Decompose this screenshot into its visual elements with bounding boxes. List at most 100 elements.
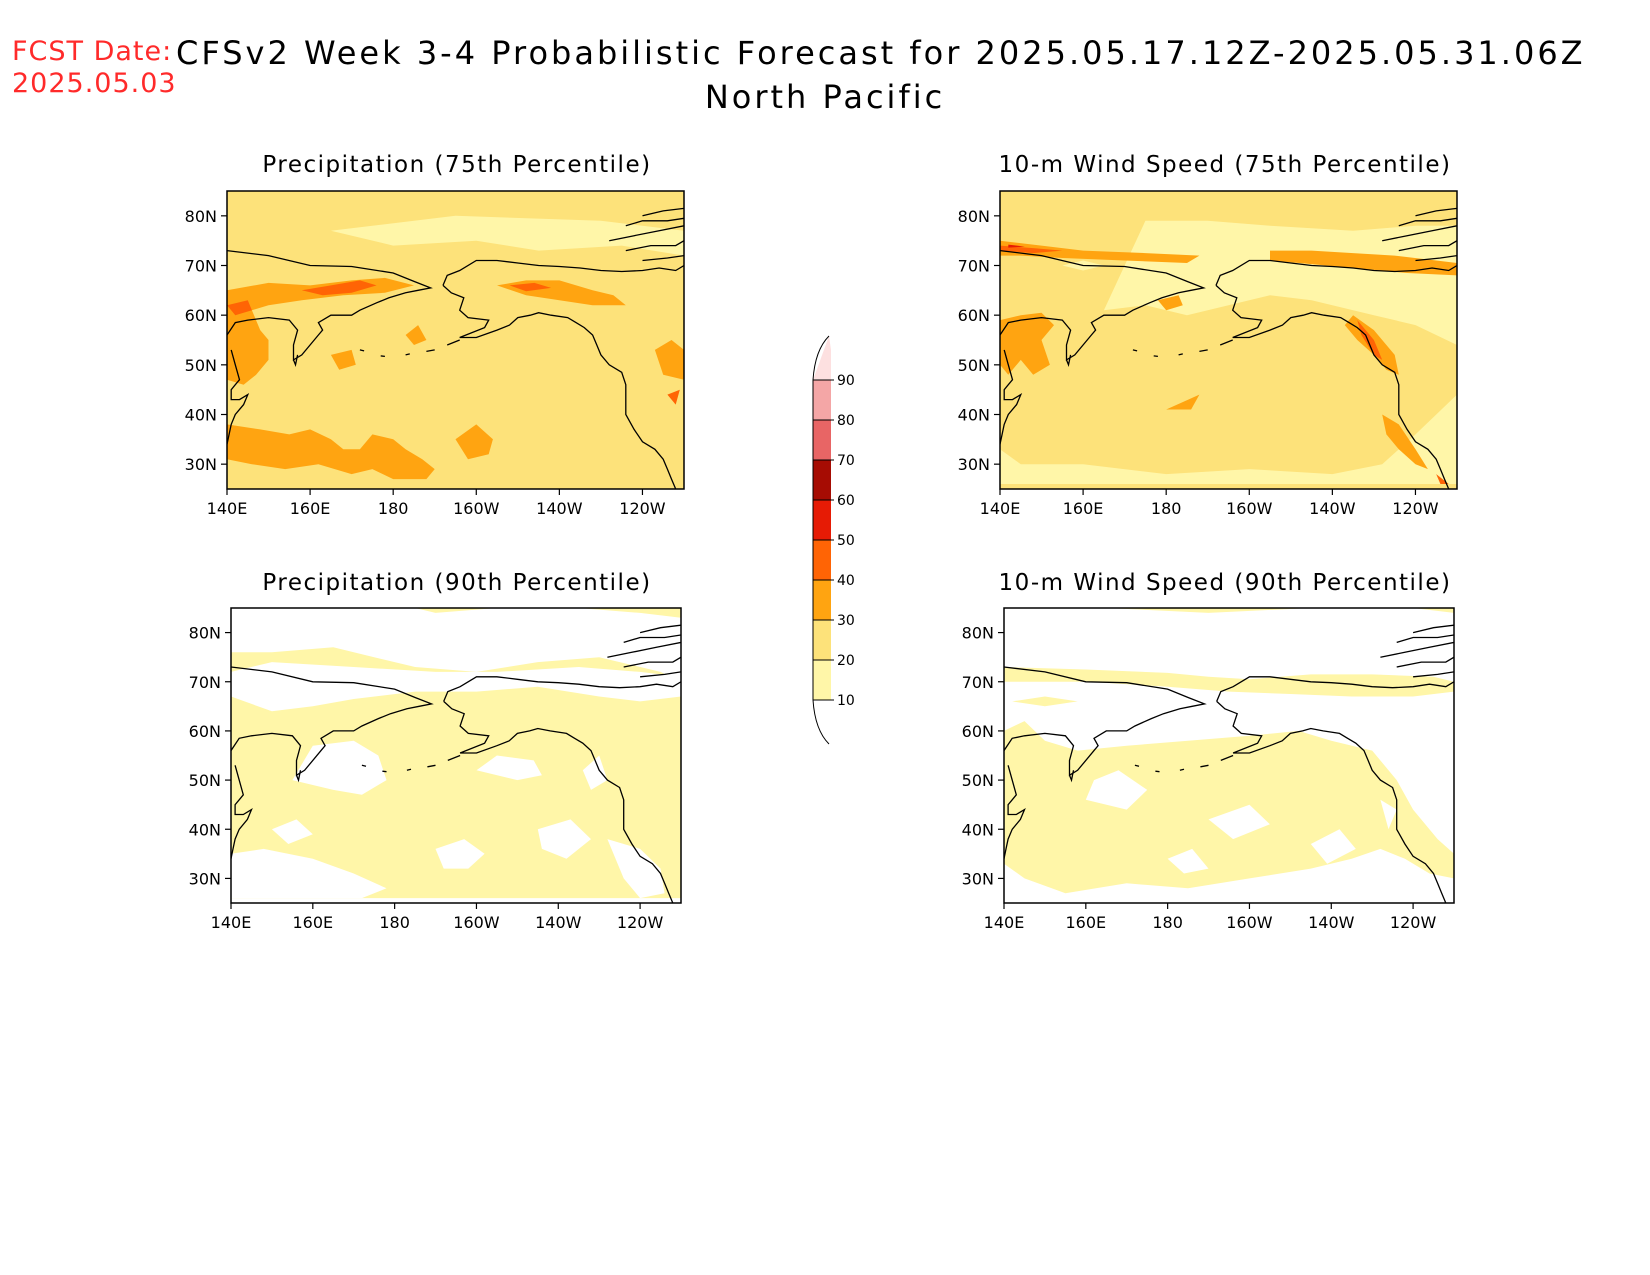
lon-tick-label: 160E bbox=[1065, 913, 1106, 932]
coastline bbox=[625, 240, 684, 252]
contour-region bbox=[435, 839, 485, 869]
contour-fills bbox=[231, 608, 681, 903]
contour-region bbox=[1000, 240, 1200, 263]
lat-tick-label: 40N bbox=[185, 406, 217, 425]
lat-tick-label: 50N bbox=[189, 771, 221, 790]
lat-tick-label: 40N bbox=[958, 406, 990, 425]
contour-region bbox=[1008, 244, 1025, 248]
panel-title-wind-75: 10-m Wind Speed (75th Percentile) bbox=[998, 152, 1452, 178]
colorbar-label: 20 bbox=[837, 653, 855, 669]
coastline bbox=[1153, 355, 1158, 358]
coastline bbox=[1178, 353, 1183, 356]
coastline bbox=[405, 353, 410, 356]
colorbar-swatch bbox=[813, 420, 831, 460]
map-frame bbox=[1003, 607, 1455, 904]
panel-title-precip-90: Precipitation (90th Percentile) bbox=[262, 570, 652, 596]
coastline bbox=[1380, 641, 1454, 658]
coastline bbox=[1179, 768, 1185, 771]
contour-region bbox=[1106, 608, 1454, 613]
lat-tick-label: 60N bbox=[189, 722, 221, 741]
lat-tick-label: 80N bbox=[189, 624, 221, 643]
map-frame bbox=[230, 607, 682, 904]
coastline bbox=[1068, 770, 1075, 783]
contour-region bbox=[1012, 696, 1078, 707]
colorbar-cap-top bbox=[813, 336, 831, 380]
contour-region bbox=[1004, 667, 1454, 697]
lat-tick-label: 60N bbox=[185, 306, 217, 325]
contour-region bbox=[1270, 250, 1457, 276]
lon-tick-label: 140E bbox=[211, 913, 252, 932]
map-precip-75: 140E 160E 180 160W 140W 120W 80N 70N 60N 50N 40N 30… bbox=[185, 190, 685, 518]
lat-tick-label: 40N bbox=[962, 820, 994, 839]
colorbar-label: 70 bbox=[837, 453, 855, 469]
lon-tick-label: 120W bbox=[1390, 913, 1437, 932]
lon-tick-label: 120W bbox=[1392, 499, 1439, 518]
lat-tick-label: 70N bbox=[189, 673, 221, 692]
coastline bbox=[295, 770, 302, 783]
coastline bbox=[1000, 249, 1206, 362]
colorbar-label: 10 bbox=[837, 693, 855, 709]
coastline bbox=[382, 770, 387, 773]
map-frame bbox=[999, 190, 1458, 490]
coastline bbox=[426, 349, 435, 353]
lon-tick-label: 180 bbox=[1152, 913, 1183, 932]
contour-region bbox=[476, 755, 542, 781]
contour-region bbox=[1000, 220, 1457, 485]
coastline bbox=[1415, 254, 1457, 262]
coastline bbox=[607, 641, 681, 658]
coastline bbox=[227, 249, 433, 362]
lon-tick-label: 160W bbox=[453, 499, 500, 518]
coastline bbox=[427, 764, 436, 768]
lon-tick-label: 160W bbox=[1226, 913, 1273, 932]
coastline bbox=[1215, 284, 1450, 489]
colorbar: 10 20 30 40 50 60 70 80 90 bbox=[812, 335, 855, 745]
coastline bbox=[443, 676, 681, 702]
coastline bbox=[1004, 765, 1026, 859]
map-wind-90: 140E 160E 180 160W 140W 120W 80N 70N 60N 50N 40N 30… bbox=[962, 607, 1455, 932]
lon-tick-label: 140E bbox=[980, 499, 1021, 518]
contour-region bbox=[231, 662, 681, 712]
lon-tick-label: 140W bbox=[536, 499, 583, 518]
lat-tick-label: 70N bbox=[962, 673, 994, 692]
lat-tick-label: 70N bbox=[185, 257, 217, 276]
map-wind-75: 140E 160E 180 160W 140W 120W 80N 70N 60N 50N 40N 30… bbox=[958, 190, 1458, 518]
figure-title: CFSv2 Week 3-4 Probabilistic Forecast fo… bbox=[176, 34, 1586, 72]
contour-region bbox=[271, 819, 313, 844]
contour-region bbox=[1208, 804, 1270, 840]
panel-title-wind-90: 10-m Wind Speed (90th Percentile) bbox=[998, 570, 1452, 596]
contour-region bbox=[1157, 295, 1183, 311]
contour-fills bbox=[227, 191, 684, 489]
contour-region bbox=[330, 349, 356, 370]
coastline bbox=[446, 339, 460, 346]
coastline bbox=[1398, 240, 1457, 252]
coastline bbox=[623, 656, 681, 668]
lon-tick-label: 120W bbox=[617, 913, 664, 932]
coastline bbox=[1398, 217, 1457, 227]
colorbar-swatch bbox=[813, 580, 831, 620]
contour-fills bbox=[1004, 608, 1454, 903]
coastline bbox=[227, 349, 250, 445]
coastline bbox=[623, 634, 681, 644]
lon-tick-label: 120W bbox=[619, 499, 666, 518]
lat-tick-label: 50N bbox=[958, 356, 990, 375]
colorbar-label: 60 bbox=[837, 493, 855, 509]
coastline bbox=[1396, 656, 1454, 668]
lat-tick-label: 70N bbox=[958, 257, 990, 276]
lat-tick-label: 60N bbox=[962, 722, 994, 741]
coastline bbox=[1200, 764, 1209, 768]
contour-region bbox=[227, 424, 435, 480]
coastline bbox=[1199, 349, 1208, 353]
lon-tick-label: 160E bbox=[1063, 499, 1104, 518]
contour-region bbox=[509, 282, 552, 292]
coastline bbox=[1000, 349, 1023, 445]
lon-tick-label: 140W bbox=[1309, 499, 1356, 518]
contour-region bbox=[330, 215, 684, 256]
coastline bbox=[640, 671, 681, 678]
contour-region bbox=[455, 424, 493, 460]
lat-tick-label: 80N bbox=[185, 207, 217, 226]
forecast-date-value: 2025.05.03 bbox=[12, 68, 177, 99]
coastline bbox=[1220, 754, 1234, 762]
coastline bbox=[231, 666, 434, 777]
lat-tick-label: 50N bbox=[962, 771, 994, 790]
lon-tick-label: 140W bbox=[535, 913, 582, 932]
